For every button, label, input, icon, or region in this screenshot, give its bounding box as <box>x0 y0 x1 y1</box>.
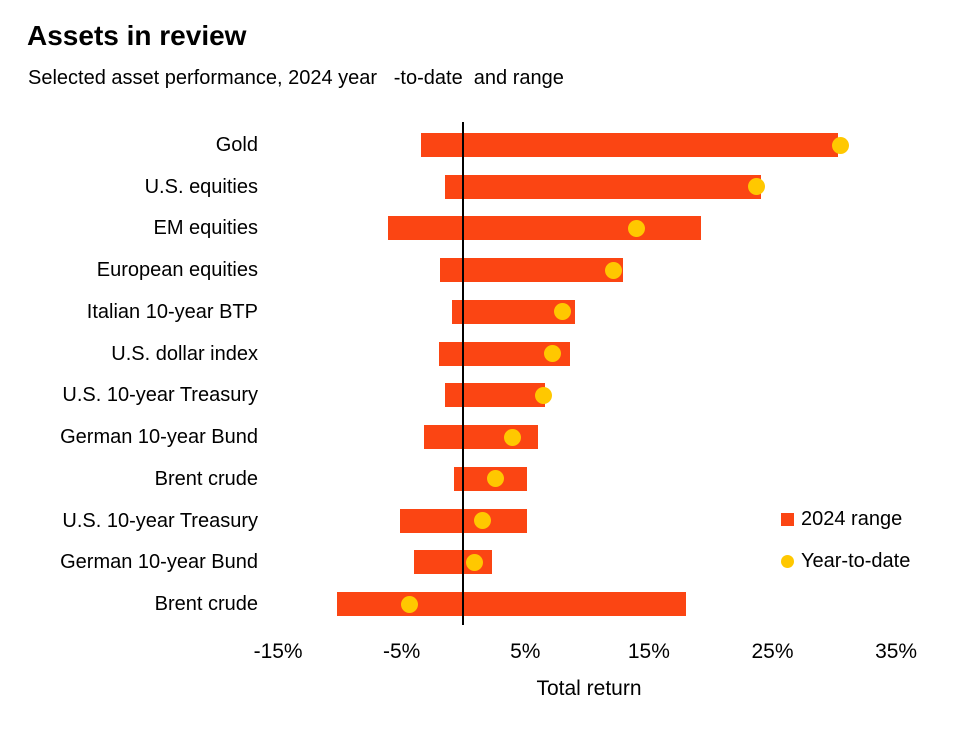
ytd-dot <box>553 303 571 321</box>
row-label: German 10-year Bund <box>60 551 258 574</box>
row-label: Brent crude <box>154 593 258 616</box>
x-axis-tick-label: 15% <box>627 640 670 663</box>
ytd-dot <box>543 345 561 363</box>
ytd-dot <box>400 595 418 613</box>
ytd-dot <box>487 470 505 488</box>
legend-item-year-to-date: Year-to-date <box>781 549 910 573</box>
row-label: U.S. equities <box>144 175 258 198</box>
row-label: EM equities <box>153 217 259 240</box>
legend-item-2024-range: 2024 range <box>781 507 902 531</box>
row-label: U.S. 10-year Treasury <box>62 384 258 407</box>
ytd-dot <box>747 178 765 196</box>
x-axis-tick-label: 35% <box>875 640 918 663</box>
ytd-dot <box>535 386 553 404</box>
chart-title: Assets in review <box>27 20 247 51</box>
ytd-dot <box>831 136 849 154</box>
x-axis-tick-label: 25% <box>751 640 794 663</box>
row-label: European equities <box>96 259 258 282</box>
row-label: Brent crude <box>154 467 258 490</box>
ytd-dot <box>466 553 484 571</box>
row-label: U.S. 10-year Treasury <box>62 509 258 532</box>
zero-axis-line <box>462 122 464 625</box>
ytd-dot <box>504 428 522 446</box>
chart-subtitle: Selected asset performance, 2024 year -t… <box>28 67 564 89</box>
x-axis-label: Total return <box>536 677 642 700</box>
ytd-swatch-icon <box>781 554 794 568</box>
legend-label-ytd: Year-to-date <box>801 550 911 572</box>
range-bar <box>444 174 762 199</box>
range-bar <box>421 133 838 157</box>
x-axis-tick-label: -5% <box>383 640 421 663</box>
row-label: German 10-year Bund <box>60 426 258 449</box>
ytd-dot <box>473 512 491 530</box>
row-label: Gold <box>215 134 258 156</box>
legend-label-range: 2024 range <box>801 508 903 530</box>
range-bar <box>337 592 686 617</box>
ytd-dot <box>604 261 622 279</box>
row-label: Italian 10-year BTP <box>86 300 258 323</box>
range-bar <box>388 216 701 241</box>
range-bar <box>444 383 546 408</box>
x-axis-tick-label: 5% <box>510 640 541 663</box>
ytd-dot <box>628 219 646 237</box>
range-swatch-icon <box>781 512 794 526</box>
range-bar <box>440 258 623 283</box>
x-axis-tick-label: -15% <box>253 640 303 663</box>
row-label: U.S. dollar index <box>111 342 258 365</box>
